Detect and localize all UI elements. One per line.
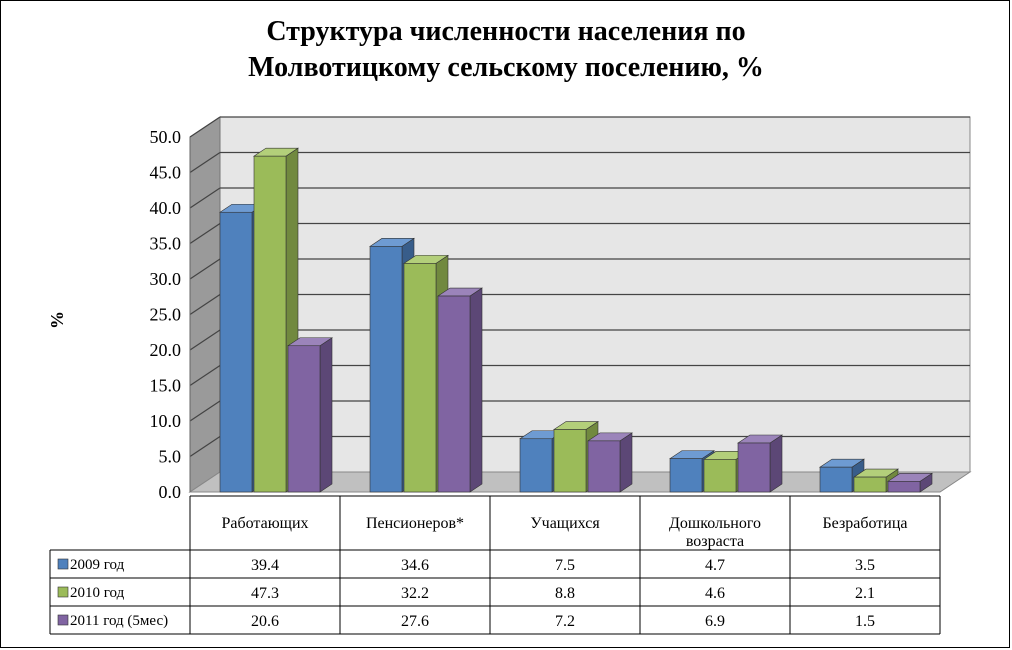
gridline (189, 294, 221, 315)
table-value: 8.8 (555, 585, 575, 602)
table-value: 7.2 (555, 613, 575, 630)
bar-front (403, 263, 437, 493)
bar-front (853, 476, 887, 493)
legend-swatch (57, 614, 69, 626)
x-tick-label: Пенсионеров* (366, 515, 464, 532)
y-tick-label: 40.0 (150, 198, 182, 218)
bar-front (587, 440, 621, 493)
y-tick-label: 10.0 (150, 411, 182, 431)
chart-title: Структура численности населения по Молво… (0, 14, 1012, 86)
x-tick-label: Безработица (822, 515, 907, 532)
bar-front (437, 295, 471, 493)
bar-side (769, 434, 783, 493)
bar-side (619, 432, 633, 493)
chart-title-line-2: Молвотицкому сельскому поселению, % (248, 52, 764, 83)
table-value: 7.5 (555, 557, 575, 574)
bar-front (819, 466, 853, 493)
y-tick-label: 0.0 (159, 482, 182, 502)
bar-front (369, 246, 403, 493)
legend-swatch (57, 586, 69, 598)
bar-side (469, 287, 483, 493)
table-value: 20.6 (251, 613, 279, 630)
y-tick-label: 50.0 (150, 127, 182, 147)
y-tick-label: 35.0 (150, 234, 182, 254)
x-tick-label: Дошкольного (669, 515, 761, 532)
bar-front (887, 481, 921, 493)
bar (669, 450, 715, 493)
gridline (189, 116, 221, 138)
table-value: 34.6 (401, 557, 429, 574)
y-tick-label: 5.0 (159, 447, 182, 467)
gridline (189, 223, 221, 244)
bar-front (553, 429, 587, 493)
bar-front (287, 345, 321, 493)
table-value: 27.6 (401, 613, 429, 630)
table-value: 2.1 (855, 585, 875, 602)
y-tick-label: 15.0 (150, 376, 182, 396)
y-tick-label: 25.0 (150, 305, 182, 325)
table-value: 47.3 (251, 585, 279, 602)
bar-front (219, 211, 253, 493)
x-tick-label: возраста (686, 533, 744, 550)
y-tick-label: 30.0 (150, 269, 182, 289)
legend-label: 2010 год (70, 585, 125, 601)
table-value: 4.7 (705, 557, 725, 574)
table-value: 3.5 (855, 557, 875, 574)
legend-label: 2011 год (5мес) (70, 613, 168, 629)
bar (737, 434, 783, 493)
gridline (189, 365, 221, 386)
bar-side (319, 337, 333, 493)
bar-front (669, 458, 703, 493)
bar-front (253, 155, 287, 493)
bar-front (703, 459, 737, 493)
table-value: 6.9 (705, 613, 725, 630)
table-value: 4.6 (705, 585, 725, 602)
bar (587, 432, 633, 493)
x-tick-label: Работающих (221, 515, 308, 532)
legend-label: 2009 год (70, 557, 125, 573)
gridline (189, 152, 221, 173)
bar-front (519, 438, 553, 493)
legend-swatch (57, 558, 69, 570)
table-value: 32.2 (401, 585, 429, 602)
table-value: 39.4 (251, 557, 279, 574)
gridline (189, 436, 221, 457)
y-tick-label: 20.0 (150, 340, 182, 360)
bar-front (737, 442, 771, 493)
gridline (189, 187, 221, 209)
gridline (189, 258, 221, 280)
gridline (189, 400, 221, 422)
bar (287, 337, 333, 493)
y-tick-label: 45.0 (150, 163, 182, 183)
gridline (189, 329, 221, 351)
chart-title-line-1: Структура численности населения по (266, 16, 746, 47)
bar (887, 472, 933, 493)
x-tick-label: Учащихся (530, 515, 600, 532)
table-value: 1.5 (855, 613, 875, 630)
bar (437, 287, 483, 493)
